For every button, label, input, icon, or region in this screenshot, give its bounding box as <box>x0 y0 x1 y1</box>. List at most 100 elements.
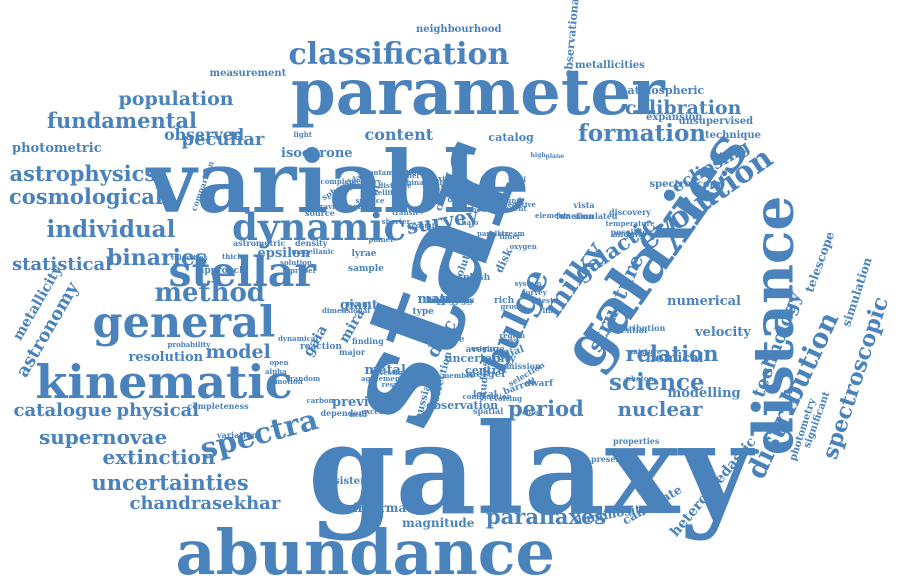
word: background <box>474 195 522 205</box>
word: agreement <box>361 373 404 383</box>
word: calibration <box>625 96 742 119</box>
word: formation <box>578 119 707 147</box>
word: plane <box>545 153 565 160</box>
word: dependent <box>320 408 368 418</box>
word: tidal <box>508 174 526 184</box>
word: matter <box>417 291 467 307</box>
word: binary <box>406 177 432 187</box>
word: dark <box>439 295 461 305</box>
word: bright <box>436 295 464 305</box>
word: catalogues <box>426 295 475 305</box>
word: cosmological <box>9 183 163 209</box>
word: kinematic <box>35 355 293 409</box>
word: individual <box>46 215 176 243</box>
word: properties <box>613 436 660 446</box>
word: fundamental <box>47 107 197 133</box>
word: spiral <box>437 295 463 305</box>
word: metal <box>364 362 406 378</box>
word: clump <box>401 204 426 214</box>
word: resolution <box>128 349 204 365</box>
word: variation <box>217 430 258 440</box>
word: inner <box>499 231 521 241</box>
word: vista <box>573 200 595 210</box>
word: general <box>92 297 276 348</box>
word: sample <box>348 263 384 274</box>
word: color <box>522 407 542 417</box>
word: thick <box>222 251 243 261</box>
word: axis <box>433 173 449 183</box>
word: binaries <box>107 245 208 271</box>
word: investigation <box>371 367 423 377</box>
word: probability <box>167 339 211 349</box>
word: physical <box>116 400 200 421</box>
word: spectra <box>196 401 322 466</box>
word: cepheid <box>432 295 468 305</box>
word: solution <box>280 257 313 267</box>
word: test <box>538 295 554 305</box>
word: metallicity <box>426 295 474 305</box>
word: model <box>205 340 271 363</box>
word: survey <box>521 287 547 297</box>
word: velocity <box>695 324 751 340</box>
word: chemical <box>638 350 704 366</box>
word: model <box>395 170 420 180</box>
word: photon <box>626 373 654 383</box>
word: astrophysics <box>9 160 157 186</box>
word: contamination <box>364 167 422 177</box>
word: high <box>530 152 546 159</box>
word: observation <box>426 398 499 412</box>
word: uncertainties <box>91 469 249 495</box>
word: unsupervised <box>678 116 754 127</box>
word: field <box>349 409 367 419</box>
word: content <box>364 125 434 144</box>
word: abundance <box>175 516 555 587</box>
word: reaction <box>300 341 342 352</box>
word: catalogue <box>13 400 113 421</box>
word: statistical <box>12 254 113 275</box>
word: neutron <box>439 177 471 187</box>
word: dimension <box>447 194 489 204</box>
word: orbit <box>439 295 461 305</box>
word: parallaxes <box>486 503 607 529</box>
word: information <box>353 501 434 515</box>
word: source <box>305 208 335 218</box>
word: dynamical <box>278 333 319 343</box>
word: group <box>500 301 524 311</box>
word: average <box>465 344 505 355</box>
word: magnitude <box>402 516 475 530</box>
word: rich <box>494 295 515 306</box>
word: type <box>412 306 434 317</box>
word: potential <box>606 325 648 335</box>
word: method <box>154 278 266 308</box>
word: spectral <box>432 295 469 305</box>
word: shorter <box>381 216 411 226</box>
word: line <box>542 305 558 315</box>
word: catalog <box>488 130 534 144</box>
word: measurement <box>209 68 287 79</box>
word: excess <box>361 406 387 416</box>
word: splash <box>458 272 491 283</box>
word: discovery <box>609 207 651 217</box>
word: atmospheric <box>627 83 705 97</box>
word: period <box>508 395 584 421</box>
word: brightness <box>426 295 474 305</box>
word: expansion <box>646 112 703 123</box>
word: transit <box>392 207 419 217</box>
word: thin <box>441 295 460 305</box>
word: parameter <box>291 55 665 130</box>
word: mass <box>498 335 518 345</box>
word: negative <box>502 199 536 209</box>
word: completeness <box>187 401 249 411</box>
word: spatial <box>473 406 504 416</box>
word: merger <box>465 369 507 380</box>
word: region <box>499 330 525 340</box>
word: temperature <box>605 218 655 228</box>
word: spectroscopy <box>649 179 723 190</box>
word: peculiar <box>181 129 265 150</box>
word: nuclear <box>617 397 703 421</box>
word: motion <box>275 376 303 386</box>
word: open <box>269 357 289 367</box>
word: methodology <box>456 204 508 214</box>
word: dynamic <box>232 204 406 249</box>
word: centre <box>465 363 505 377</box>
